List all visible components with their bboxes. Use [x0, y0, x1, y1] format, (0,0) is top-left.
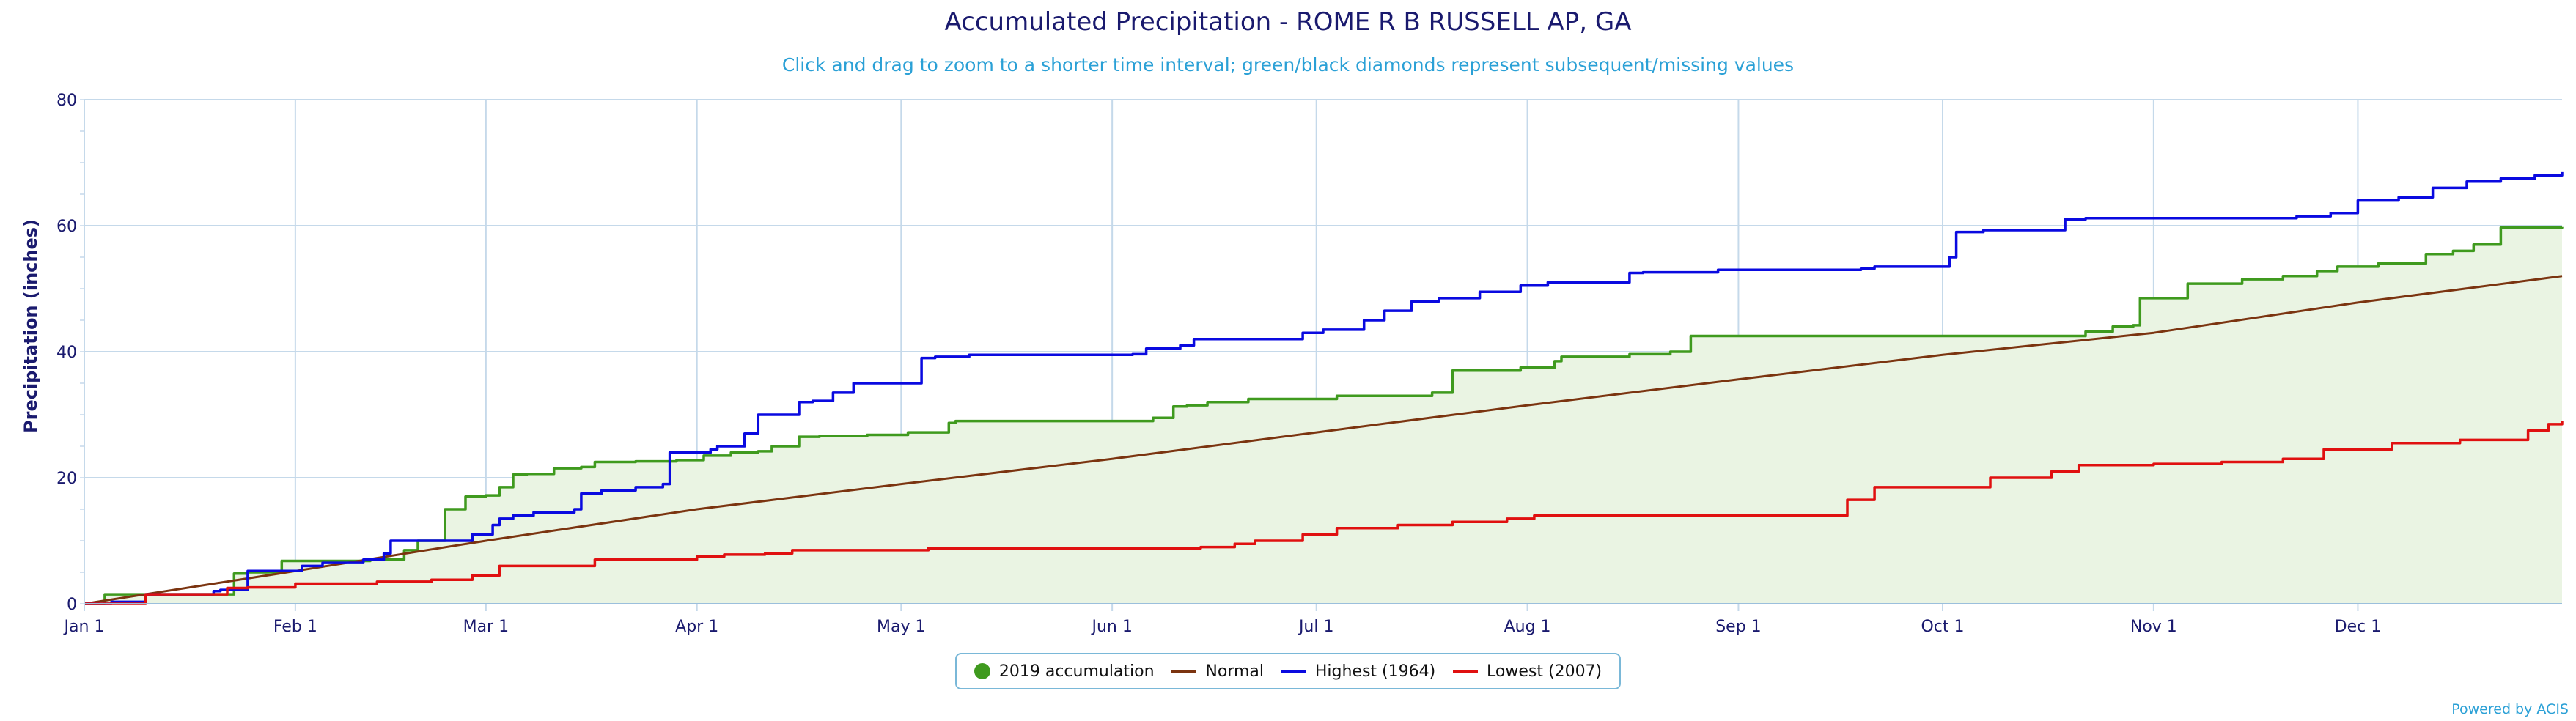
x-tick-label: Jun 1 [1090, 618, 1132, 636]
series-line-2019-accumulation[interactable] [84, 226, 2564, 605]
y-tick-label: 40 [56, 344, 77, 362]
series-area-2019-accumulation [84, 226, 2562, 604]
y-tick-label: 60 [56, 218, 77, 236]
axes: 0 20 40 60 80 Jan 1 Feb 1 Mar 1 Apr 1 May 1 Jun 1 J… [56, 92, 2562, 636]
series-line-highest-1964[interactable] [84, 171, 2564, 605]
x-tick-label: Sep 1 [1715, 618, 1761, 636]
legend-marker-highest [1281, 670, 1306, 673]
series-line-normal[interactable] [84, 275, 2563, 605]
x-tick-label: Feb 1 [273, 618, 317, 636]
legend-marker-2019 [974, 663, 990, 679]
powered-by-credit[interactable]: Powered by ACIS [2451, 701, 2569, 717]
x-tick-label: Nov 1 [2130, 618, 2177, 636]
x-tick-label: Aug 1 [1504, 618, 1551, 636]
legend-label-lowest: Lowest (2007) [1487, 662, 1602, 681]
x-tick-label: Jul 1 [1298, 618, 1334, 636]
y-tick-label: 20 [56, 470, 77, 488]
legend-label-highest: Highest (1964) [1314, 662, 1436, 681]
x-tick-label: May 1 [877, 618, 925, 636]
x-tick-label: Oct 1 [1921, 618, 1964, 636]
legend-marker-lowest [1453, 670, 1479, 673]
legend-item-2019[interactable]: 2019 accumulation [974, 662, 1155, 681]
area-layer [84, 226, 2562, 604]
legend-item-normal[interactable]: Normal [1171, 662, 1264, 681]
legend-item-lowest[interactable]: Lowest (2007) [1453, 662, 1602, 681]
x-tick-label: Apr 1 [675, 618, 718, 636]
legend-label-2019: 2019 accumulation [998, 662, 1155, 681]
x-tick-label: Mar 1 [463, 618, 509, 636]
y-tick-label: 0 [67, 596, 77, 614]
legend-item-highest[interactable]: Highest (1964) [1281, 662, 1435, 681]
chart-subtitle: Click and drag to zoom to a shorter time… [781, 54, 1795, 75]
chart-title: Accumulated Precipitation - ROME R B RUS… [944, 7, 1632, 37]
series-layer[interactable] [84, 171, 2564, 605]
x-tick-label: Jan 1 [63, 618, 105, 636]
y-axis-label: Precipitation (inches) [21, 219, 41, 433]
legend-marker-normal [1171, 670, 1197, 673]
legend-label-normal: Normal [1205, 662, 1265, 681]
y-tick-label: 80 [56, 92, 77, 110]
x-tick-label: Dec 1 [2335, 618, 2382, 636]
series-line-lowest-2007[interactable] [84, 421, 2564, 605]
legend: 2019 accumulation Normal Highest (1964) … [955, 653, 1621, 689]
